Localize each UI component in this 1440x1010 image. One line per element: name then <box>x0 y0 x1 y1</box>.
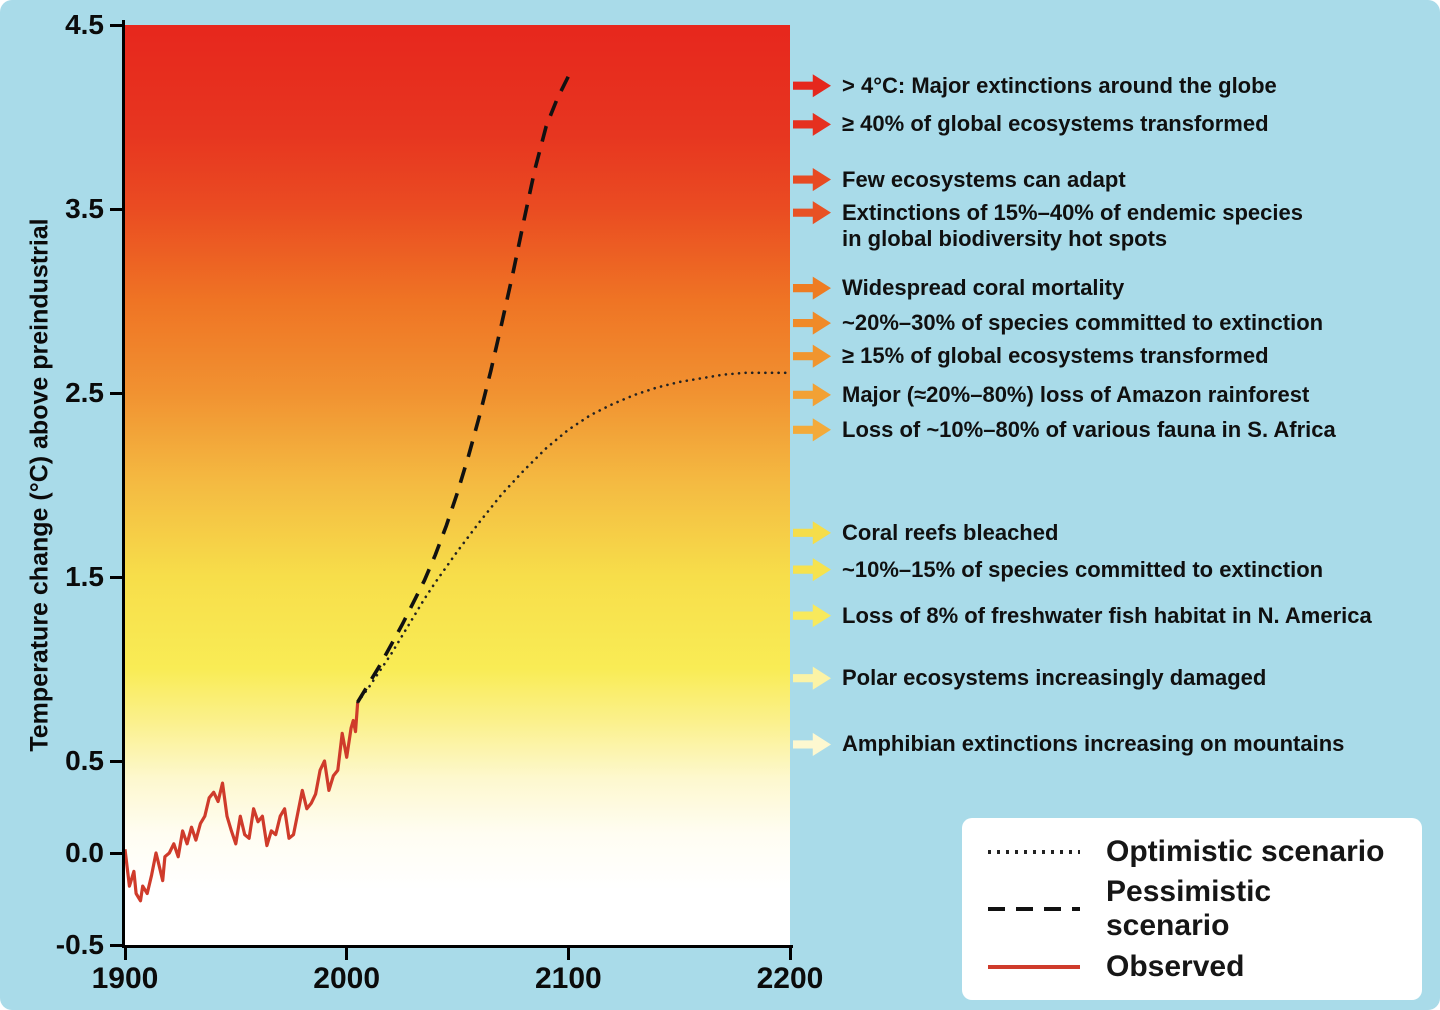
legend-label: Pessimistic scenario <box>1106 875 1272 942</box>
legend-item: Pessimistic scenario <box>988 875 1396 943</box>
impact-arrow-icon <box>793 732 831 756</box>
y-tick-mark <box>110 575 122 579</box>
impact-label: Amphibian extinctions increasing on moun… <box>842 731 1345 757</box>
legend-line-dashed-icon <box>988 907 1080 911</box>
impact-label: Loss of 8% of freshwater fish habitat in… <box>842 602 1372 628</box>
impact-arrow-icon <box>793 666 831 690</box>
y-tick-label: -0.5 <box>55 929 104 960</box>
legend-label: Optimistic scenario <box>1106 834 1385 868</box>
impact-label: Major (≈20%–80%) loss of Amazon rainfore… <box>842 381 1310 407</box>
x-tick-label: 2100 <box>534 962 602 995</box>
impact-arrow-icon <box>793 311 831 335</box>
impact-annotation: Loss of 8% of freshwater fish habitat in… <box>793 603 1372 629</box>
impact-label: Extinctions of 15%–40% of endemic specie… <box>842 199 1303 251</box>
x-tick-mark <box>566 948 570 960</box>
impact-label: Few ecosystems can adapt <box>842 166 1126 192</box>
x-axis-line <box>122 945 793 948</box>
y-axis-title: Temperature change (°C) above preindustr… <box>25 218 54 752</box>
y-tick-label: 0.0 <box>65 837 104 868</box>
impact-label: ≥ 15% of global ecosystems transformed <box>842 343 1269 369</box>
y-tick-label: 1.5 <box>65 561 104 592</box>
impact-arrow-icon <box>793 418 831 442</box>
y-axis-line <box>122 20 125 948</box>
series-pessimistic-scenario <box>356 75 570 704</box>
impact-label: ≥ 40% of global ecosystems transformed <box>842 111 1269 137</box>
chart-lines-svg <box>125 75 790 903</box>
impact-annotation: ≥ 40% of global ecosystems transformed <box>793 111 1269 137</box>
y-tick-mark <box>110 759 122 763</box>
series-observed <box>125 701 360 903</box>
legend-item: Optimistic scenario <box>988 835 1396 869</box>
impact-annotation: Polar ecosystems increasingly damaged <box>793 665 1266 691</box>
impact-arrow-icon <box>793 74 831 98</box>
x-tick-mark <box>123 948 127 960</box>
impact-annotation: Loss of ~10%–80% of various fauna in S. … <box>793 417 1336 443</box>
y-tick-label: 0.5 <box>65 745 104 776</box>
series-optimistic-scenario <box>356 371 790 704</box>
legend-line-solid-icon <box>988 964 1080 969</box>
y-tick-mark <box>110 391 122 395</box>
y-tick-mark <box>110 851 122 855</box>
impact-label: ~10%–15% of species committed to extinct… <box>842 556 1324 582</box>
y-tick-label: 2.5 <box>65 377 104 408</box>
x-tick-mark <box>345 948 349 960</box>
impact-annotation: ~10%–15% of species committed to extinct… <box>793 557 1323 583</box>
legend: Optimistic scenario Pessimistic scenario O… <box>962 818 1422 1000</box>
impact-arrow-icon <box>793 383 831 407</box>
impact-annotation: ~20%–30% of species committed to extinct… <box>793 310 1323 336</box>
impact-arrow-icon <box>793 112 831 136</box>
impact-arrow-icon <box>793 201 831 225</box>
legend-item: Observed <box>988 950 1396 984</box>
legend-line-dotted-icon <box>988 849 1080 854</box>
impact-label: Coral reefs bleached <box>842 519 1059 545</box>
x-tick-label: 1900 <box>91 962 159 995</box>
y-tick-label: 3.5 <box>65 193 104 224</box>
y-tick-mark <box>110 207 122 211</box>
impact-annotation: Coral reefs bleached <box>793 520 1058 546</box>
impact-annotation: Amphibian extinctions increasing on moun… <box>793 731 1344 757</box>
impact-arrow-icon <box>793 168 831 192</box>
x-tick-mark <box>788 948 792 960</box>
impact-annotation: Few ecosystems can adapt <box>793 167 1126 193</box>
plot-area <box>125 25 790 945</box>
impact-label: Loss of ~10%–80% of various fauna in S. … <box>842 416 1336 442</box>
impact-annotation: Widespread coral mortality <box>793 275 1124 301</box>
impact-arrow-icon <box>793 558 831 582</box>
impact-label: Polar ecosystems increasingly damaged <box>842 665 1267 691</box>
legend-label: Observed <box>1106 949 1245 983</box>
impact-arrow-icon <box>793 276 831 300</box>
impact-arrow-icon <box>793 344 831 368</box>
impact-label: > 4°C: Major extinctions around the glob… <box>842 72 1277 98</box>
y-tick-mark <box>110 943 122 947</box>
impact-annotation: Extinctions of 15%–40% of endemic specie… <box>793 200 1303 252</box>
x-tick-label: 2000 <box>313 962 381 995</box>
impact-label: ~20%–30% of species committed to extinct… <box>842 310 1324 336</box>
impact-arrow-icon <box>793 521 831 545</box>
y-tick-mark <box>110 23 122 27</box>
y-tick-label: 4.5 <box>65 9 104 40</box>
impact-label: Widespread coral mortality <box>842 275 1125 301</box>
impact-annotation: > 4°C: Major extinctions around the glob… <box>793 73 1277 99</box>
x-tick-label: 2200 <box>756 962 824 995</box>
impact-annotation: ≥ 15% of global ecosystems transformed <box>793 343 1269 369</box>
impact-annotation: Major (≈20%–80%) loss of Amazon rainfore… <box>793 382 1309 408</box>
impact-arrow-icon <box>793 604 831 628</box>
